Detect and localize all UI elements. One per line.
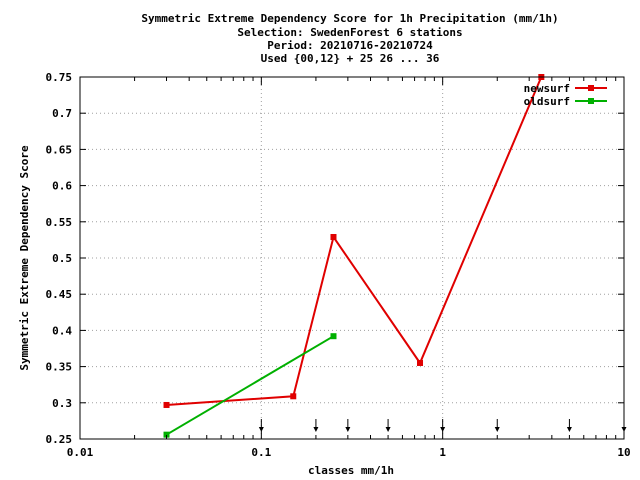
class-marker-arrow-head (566, 427, 572, 432)
series-layer (163, 74, 545, 438)
title-line-4: Used {00,12} + 25 26 ... 36 (261, 52, 440, 65)
legend-marker-oldsurf (588, 98, 594, 104)
y-tick-label: 0.35 (46, 361, 73, 374)
x-tick-label: 0.01 (67, 446, 94, 459)
y-tick-label: 0.45 (46, 288, 73, 301)
series-line-oldsurf (165, 335, 335, 436)
data-point-newsurf (330, 234, 337, 241)
y-tick-label: 0.75 (46, 71, 73, 84)
axes: 0.25 0.3 0.35 0.4 0.45 0.5 0.55 0.6 0.65 0.7 0.75 0… (46, 71, 631, 459)
y-tick-label: 0.65 (46, 143, 73, 156)
legend-marker-newsurf (588, 85, 594, 91)
title-line-2: Selection: SwedenForest 6 stations (237, 26, 462, 39)
y-axis-label: Symmetric Extreme Dependency Score (18, 145, 31, 371)
class-marker-arrow-head (258, 427, 264, 432)
x-axis-label: classes mm/1h (308, 464, 394, 477)
class-marker-arrow-head (385, 427, 391, 432)
grid (80, 77, 624, 439)
y-tick-label: 0.4 (52, 324, 72, 337)
y-tick-label: 0.25 (46, 433, 73, 446)
title-line-3: Period: 20210716-20210724 (267, 39, 433, 52)
data-point-newsurf (417, 359, 424, 366)
legend-label-newsurf: newsurf (524, 82, 570, 95)
x-tick-label: 10 (617, 446, 630, 459)
y-tick-label: 0.55 (46, 216, 73, 229)
x-tick-label: 0.1 (251, 446, 271, 459)
data-point-oldsurf (330, 333, 337, 340)
data-point-oldsurf (163, 431, 170, 438)
title-line-1: Symmetric Extreme Dependency Score for 1… (141, 12, 558, 25)
y-tick-label: 0.3 (52, 397, 72, 410)
series-line-newsurf (166, 76, 543, 406)
chart-title: Symmetric Extreme Dependency Score for 1… (141, 12, 558, 65)
y-tick-label: 0.6 (52, 180, 72, 193)
class-marker-arrow-head (313, 427, 319, 432)
class-marker-arrow-head (345, 427, 351, 432)
class-marker-arrow-head (440, 427, 446, 432)
data-point-newsurf (290, 393, 297, 400)
y-tick-label: 0.7 (52, 107, 72, 120)
class-markers (258, 419, 627, 432)
x-tick-label: 1 (439, 446, 446, 459)
legend-label-oldsurf: oldsurf (524, 95, 570, 108)
class-marker-arrow-head (494, 427, 500, 432)
data-point-newsurf (163, 401, 170, 408)
y-tick-label: 0.5 (52, 252, 72, 265)
